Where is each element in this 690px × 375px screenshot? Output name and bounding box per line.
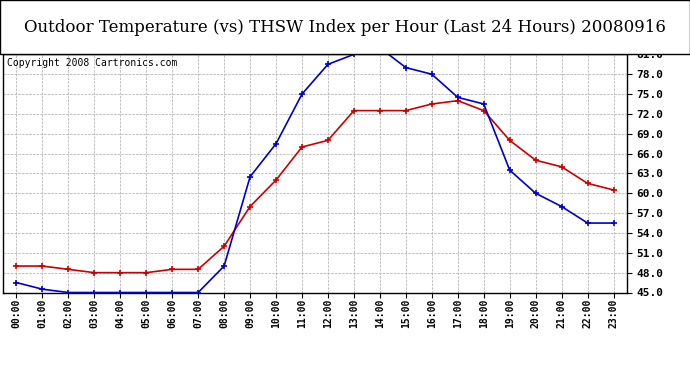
FancyBboxPatch shape [0, 0, 690, 54]
Text: Copyright 2008 Cartronics.com: Copyright 2008 Cartronics.com [7, 58, 177, 68]
Text: Outdoor Temperature (vs) THSW Index per Hour (Last 24 Hours) 20080916: Outdoor Temperature (vs) THSW Index per … [24, 19, 666, 36]
